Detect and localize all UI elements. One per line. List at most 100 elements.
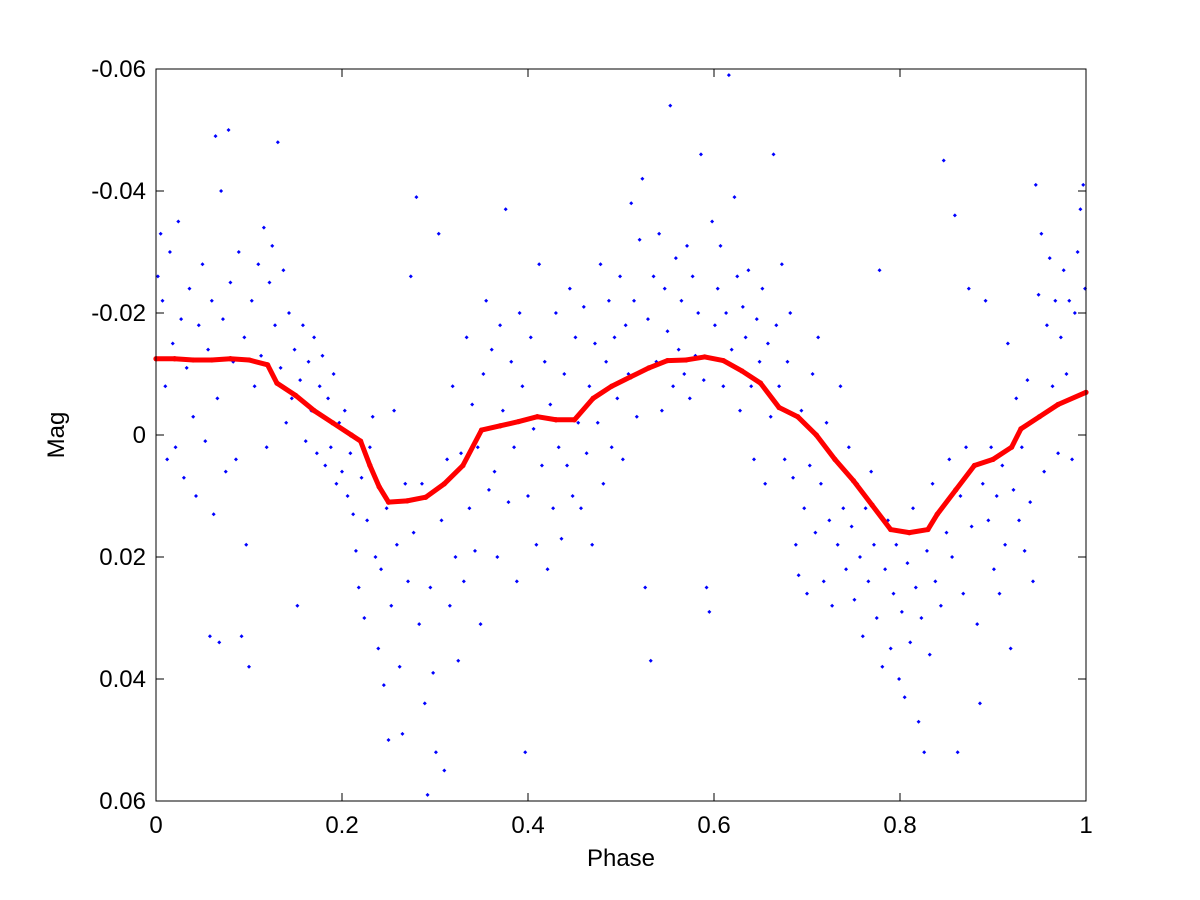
data-point — [345, 494, 350, 498]
data-point — [1064, 372, 1069, 376]
data-point — [158, 231, 163, 236]
data-point — [824, 420, 829, 425]
data-point — [545, 567, 550, 572]
data-point — [392, 408, 397, 413]
data-point — [830, 603, 835, 608]
data-point — [980, 481, 985, 486]
data-point — [173, 445, 178, 450]
data-point — [913, 585, 918, 590]
data-point — [370, 414, 375, 419]
x-tick-label: 0.4 — [511, 812, 544, 839]
data-point — [592, 341, 597, 346]
data-point — [298, 378, 303, 383]
data-point — [326, 396, 331, 401]
data-point — [244, 542, 249, 547]
data-point — [1003, 542, 1008, 547]
data-point — [270, 243, 275, 248]
data-point — [916, 719, 921, 724]
data-point — [751, 457, 756, 462]
data-point — [662, 286, 667, 291]
data-point — [211, 512, 216, 517]
data-point — [220, 317, 225, 322]
data-point — [721, 384, 726, 389]
fit-segment — [925, 511, 940, 533]
data-point — [671, 384, 676, 389]
data-point — [841, 506, 846, 511]
data-point — [969, 524, 974, 529]
data-point — [676, 347, 681, 352]
data-point — [685, 243, 690, 248]
data-point — [704, 585, 709, 590]
data-point — [1070, 457, 1075, 462]
data-point — [1044, 323, 1049, 328]
data-point — [406, 579, 411, 584]
data-point — [883, 567, 888, 572]
data-point — [997, 591, 1002, 596]
data-point — [226, 128, 231, 132]
data-point — [765, 341, 770, 346]
data-point — [802, 506, 807, 511]
data-point — [637, 237, 642, 242]
data-point — [710, 219, 715, 224]
data-point — [581, 304, 586, 309]
data-point — [944, 530, 949, 535]
data-point — [905, 561, 910, 566]
data-point — [966, 286, 971, 291]
data-point — [239, 634, 244, 639]
data-point — [947, 457, 952, 462]
data-point — [576, 420, 581, 425]
data-point — [1042, 469, 1047, 474]
fit-segment — [953, 463, 977, 493]
data-point — [219, 189, 224, 193]
fit-segment — [702, 354, 726, 364]
data-point — [1017, 518, 1022, 523]
data-point — [749, 384, 754, 389]
data-point — [184, 365, 189, 370]
data-point — [612, 335, 617, 340]
data-point — [950, 555, 955, 559]
data-point — [805, 591, 809, 596]
y-tick-label: 0.02 — [99, 544, 146, 571]
data-point — [1053, 298, 1058, 303]
fit-segment — [888, 527, 912, 536]
data-point — [729, 347, 734, 352]
data-point — [779, 262, 784, 267]
data-point — [665, 329, 670, 334]
data-point — [849, 524, 854, 529]
data-point — [217, 640, 222, 645]
data-point — [986, 518, 991, 523]
data-point — [687, 396, 692, 401]
data-point — [373, 555, 378, 559]
y-axis-ticks: -0.06 -0.04 -0.02 0 0.02 0.04 0.06 — [91, 56, 1086, 815]
data-point — [941, 158, 946, 163]
data-point — [447, 603, 452, 608]
data-point — [247, 664, 251, 669]
data-point — [453, 555, 458, 559]
data-point — [509, 359, 514, 364]
data-point — [738, 408, 743, 413]
data-point — [584, 451, 589, 456]
data-point — [911, 506, 916, 511]
fit-segment — [1055, 389, 1089, 407]
data-point — [193, 494, 198, 498]
data-point — [422, 701, 427, 706]
data-point — [384, 506, 389, 511]
data-point — [261, 225, 266, 230]
data-point — [439, 518, 444, 523]
data-point — [818, 481, 823, 486]
data-point — [958, 494, 963, 498]
fit-segment — [293, 392, 317, 414]
data-point — [278, 365, 283, 370]
data-point — [386, 738, 391, 742]
data-point — [718, 243, 723, 248]
data-point — [414, 195, 419, 200]
x-tick-label: 0.2 — [325, 812, 358, 839]
data-point — [927, 652, 932, 657]
data-point — [601, 481, 606, 486]
data-point — [242, 335, 247, 340]
data-point — [228, 280, 233, 285]
data-point — [964, 445, 969, 450]
data-point — [478, 622, 483, 627]
data-point — [442, 768, 447, 773]
